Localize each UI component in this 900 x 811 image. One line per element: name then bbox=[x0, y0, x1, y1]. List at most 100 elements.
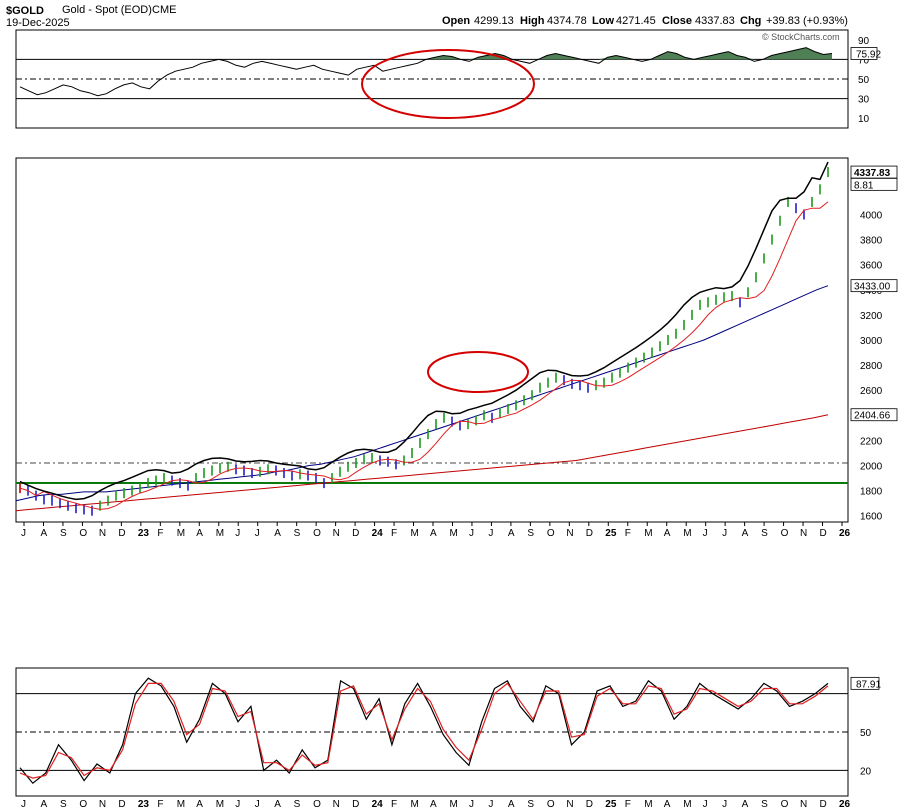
stoch-value-box bbox=[850, 676, 880, 690]
x-tick-label: N bbox=[333, 528, 340, 539]
x-tick-label: M bbox=[683, 528, 691, 539]
x-tick-label: S bbox=[60, 528, 67, 539]
x-tick-label: A bbox=[664, 528, 671, 539]
x-tick-label: M bbox=[177, 528, 185, 539]
x-tick-label: A bbox=[40, 528, 47, 539]
x-tick-label: D bbox=[352, 528, 359, 539]
x-tick-label-bottom: J bbox=[235, 799, 240, 810]
x-tick-label: J bbox=[21, 528, 26, 539]
x-tick-label: M bbox=[449, 528, 457, 539]
price-value-label: 8.81 bbox=[854, 180, 874, 191]
x-tick-label-bottom: J bbox=[255, 799, 260, 810]
x-tick-label-bottom: J bbox=[21, 799, 26, 810]
date: 19-Dec-2025 bbox=[6, 17, 70, 29]
x-tick-label: F bbox=[625, 528, 631, 539]
symbol: $GOLD bbox=[6, 5, 44, 17]
chg-label: Chg bbox=[740, 15, 761, 27]
rsi-current-value: 75.92 bbox=[856, 50, 881, 61]
x-tick-label: S bbox=[527, 528, 534, 539]
x-tick-label: M bbox=[216, 528, 224, 539]
stoch-y-tick: 20 bbox=[860, 766, 872, 777]
rsi-y-tick: 30 bbox=[858, 95, 870, 106]
x-tick-label-bottom: O bbox=[79, 799, 87, 810]
x-tick-label: O bbox=[79, 528, 87, 539]
x-tick-label-bottom: O bbox=[781, 799, 789, 810]
high-value: 4374.78 bbox=[547, 15, 587, 27]
open-value: 4299.13 bbox=[474, 15, 514, 27]
x-tick-label-bottom: J bbox=[488, 799, 493, 810]
x-tick-label: J bbox=[722, 528, 727, 539]
x-tick-label-bottom: J bbox=[469, 799, 474, 810]
open-label: Open bbox=[442, 15, 470, 27]
rsi-overbought-fill bbox=[20, 47, 832, 60]
x-tick-label: A bbox=[508, 528, 515, 539]
x-tick-label-bottom: O bbox=[313, 799, 321, 810]
x-tick-label-bottom: M bbox=[683, 799, 691, 810]
price-y-tick: 2800 bbox=[860, 361, 883, 372]
price-y-tick: 3800 bbox=[860, 236, 883, 247]
x-tick-label: N bbox=[99, 528, 106, 539]
stoch-d-line bbox=[19, 682, 829, 779]
close-label: Close bbox=[662, 15, 692, 27]
price-value-label-box bbox=[850, 177, 898, 191]
x-tick-label-bottom: A bbox=[430, 799, 437, 810]
x-tick-label: A bbox=[196, 528, 203, 539]
x-tick-label-bottom: A bbox=[196, 799, 203, 810]
price-y-tick: 3200 bbox=[860, 311, 883, 322]
x-tick-label-bottom: J bbox=[703, 799, 708, 810]
x-tick-label: M bbox=[411, 528, 419, 539]
x-tick-label: 23 bbox=[138, 528, 150, 539]
x-tick-label: N bbox=[566, 528, 573, 539]
price-value-label-box bbox=[850, 408, 898, 422]
x-tick-label-bottom: A bbox=[40, 799, 47, 810]
x-tick-label: S bbox=[761, 528, 768, 539]
x-tick-label-bottom: N bbox=[800, 799, 807, 810]
x-tick-label: M bbox=[644, 528, 652, 539]
price-y-tick: 4000 bbox=[860, 210, 883, 221]
x-tick-label: 26 bbox=[839, 528, 851, 539]
ma-50-line bbox=[15, 285, 829, 502]
x-tick-label-bottom: S bbox=[527, 799, 534, 810]
x-tick-label: D bbox=[118, 528, 125, 539]
high-label: High bbox=[520, 15, 545, 27]
x-tick-label-bottom: D bbox=[352, 799, 359, 810]
x-tick-label-bottom: 26 bbox=[839, 799, 851, 810]
x-tick-label-bottom: D bbox=[820, 799, 827, 810]
rsi-y-tick: 50 bbox=[858, 75, 870, 86]
price-y-tick: 1600 bbox=[860, 512, 883, 523]
price-y-tick: 3600 bbox=[860, 261, 883, 272]
x-tick-label-bottom: M bbox=[644, 799, 652, 810]
x-tick-label-bottom: F bbox=[157, 799, 163, 810]
x-tick-label: O bbox=[547, 528, 555, 539]
rsi-value-box bbox=[850, 47, 878, 60]
chg-value: +39.83 (+0.93%) bbox=[766, 15, 848, 27]
low-label: Low bbox=[592, 15, 614, 27]
x-tick-label: J bbox=[235, 528, 240, 539]
overlay-line bbox=[19, 161, 829, 501]
x-tick-label: A bbox=[742, 528, 749, 539]
stochastic-panel: 50 20 87.91 bbox=[16, 676, 881, 785]
x-tick-label: O bbox=[313, 528, 321, 539]
price-value-label: 3433.00 bbox=[854, 282, 891, 293]
low-value: 4271.45 bbox=[616, 15, 656, 27]
x-tick-label: J bbox=[255, 528, 260, 539]
x-tick-label-bottom: N bbox=[333, 799, 340, 810]
x-tick-label-bottom: A bbox=[664, 799, 671, 810]
x-tick-label-bottom: S bbox=[60, 799, 67, 810]
price-value-label: 4337.83 bbox=[854, 168, 891, 179]
price-y-tick: 2000 bbox=[860, 462, 883, 473]
x-tick-label: F bbox=[391, 528, 397, 539]
x-tick-label: S bbox=[294, 528, 301, 539]
x-axis-bottom: J A S O N D 23 F M A M J J A S O N D 24 F M A M J J A S O N D 25 F M A M J J… bbox=[21, 799, 851, 810]
x-tick-label-bottom: D bbox=[586, 799, 593, 810]
price-y-tick: 2200 bbox=[860, 436, 883, 447]
annotation-circle-rsi bbox=[361, 49, 535, 119]
x-tick-label-bottom: A bbox=[508, 799, 515, 810]
x-tick-label: 25 bbox=[605, 528, 617, 539]
price-y-tick: 3000 bbox=[860, 336, 883, 347]
price-y-tick: 2600 bbox=[860, 386, 883, 397]
x-tick-label-bottom: N bbox=[566, 799, 573, 810]
stoch-current-value: 87.91 bbox=[856, 679, 881, 690]
x-tick-label: D bbox=[586, 528, 593, 539]
